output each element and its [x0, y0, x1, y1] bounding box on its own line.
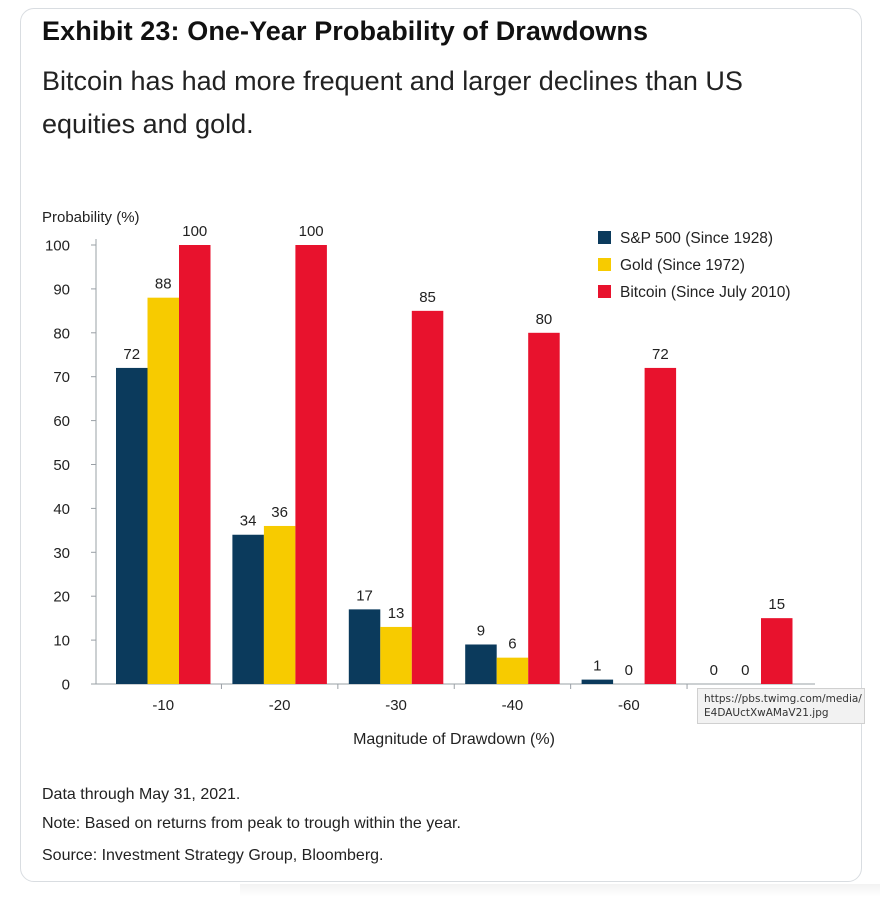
bar-value-label: 100	[182, 223, 207, 240]
bar	[232, 534, 264, 684]
bar-value-label: 85	[419, 289, 436, 306]
bar	[147, 297, 179, 684]
bar-value-label: 0	[625, 662, 633, 679]
y-tick-label: 50	[53, 457, 70, 474]
bar	[581, 679, 614, 684]
bar	[496, 657, 529, 684]
chart-subtitle: Bitcoin has had more frequent and larger…	[42, 66, 743, 139]
bar-value-label: 36	[271, 504, 288, 521]
y-tick-label: 100	[45, 238, 70, 255]
legend-swatch	[598, 285, 611, 298]
legend-label: S&P 500 (Since 1928)	[620, 230, 773, 247]
y-tick-label: 70	[53, 369, 70, 386]
bar	[528, 332, 560, 684]
x-tick-label: -30	[385, 697, 407, 714]
bar	[644, 367, 677, 684]
bar-value-label: 72	[123, 346, 140, 363]
bar	[348, 609, 381, 684]
bar-value-label: 72	[652, 346, 669, 363]
y-tick-label: 0	[62, 677, 70, 694]
bar-value-label: 1	[593, 658, 601, 675]
bar	[116, 367, 148, 684]
bar-value-label: 34	[240, 513, 257, 530]
bar	[465, 644, 497, 684]
footnote-source: Source: Investment Strategy Group, Bloom…	[42, 847, 384, 864]
tooltip-line-1: https://pbs.twimg.com/media/	[704, 693, 862, 705]
bar-value-label: 17	[356, 587, 373, 604]
y-tick-label: 60	[53, 413, 70, 430]
x-axis-label: Magnitude of Drawdown (%)	[353, 731, 555, 748]
bar	[411, 310, 444, 684]
bar-value-label: 15	[768, 596, 785, 613]
y-axis-label: Probability (%)	[42, 209, 140, 226]
bar-value-label: 100	[299, 223, 324, 240]
tooltip-line-2: E4DAUctXwAMaV21.jpg	[704, 707, 829, 719]
bar-value-label: 88	[155, 276, 172, 293]
y-tick-label: 90	[53, 281, 70, 298]
footnote-note: Note: Based on returns from peak to trou…	[42, 815, 461, 832]
y-tick-label: 30	[53, 545, 70, 562]
bar-value-label: 0	[710, 662, 718, 679]
x-tick-label: -10	[152, 697, 174, 714]
legend-swatch	[598, 258, 611, 271]
bar-value-label: 6	[508, 636, 516, 653]
y-tick-label: 10	[53, 633, 70, 650]
x-tick-label: -60	[618, 697, 640, 714]
y-tick-label: 40	[53, 501, 70, 518]
chart-title: Exhibit 23: One-Year Probability of Draw…	[42, 16, 649, 46]
legend-swatch	[598, 231, 611, 244]
footnote-data-through: Data through May 31, 2021.	[42, 786, 241, 803]
bar	[179, 245, 211, 684]
bar-value-label: 9	[477, 622, 485, 639]
bar-value-label: 13	[388, 605, 405, 622]
bar	[380, 626, 412, 684]
bar	[761, 618, 793, 684]
bottom-shadow	[240, 884, 880, 897]
bar-value-label: 80	[536, 311, 553, 328]
bar	[295, 245, 327, 684]
x-tick-label: -20	[269, 697, 291, 714]
y-tick-label: 80	[53, 325, 70, 342]
bar-value-label: 0	[741, 662, 749, 679]
image-url-tooltip: https://pbs.twimg.com/media/ E4DAUctXwAM…	[697, 688, 865, 724]
y-tick-label: 20	[53, 589, 70, 606]
legend-label: Bitcoin (Since July 2010)	[620, 284, 791, 301]
bar	[263, 525, 296, 684]
legend-label: Gold (Since 1972)	[620, 257, 745, 274]
x-tick-label: -40	[502, 697, 524, 714]
